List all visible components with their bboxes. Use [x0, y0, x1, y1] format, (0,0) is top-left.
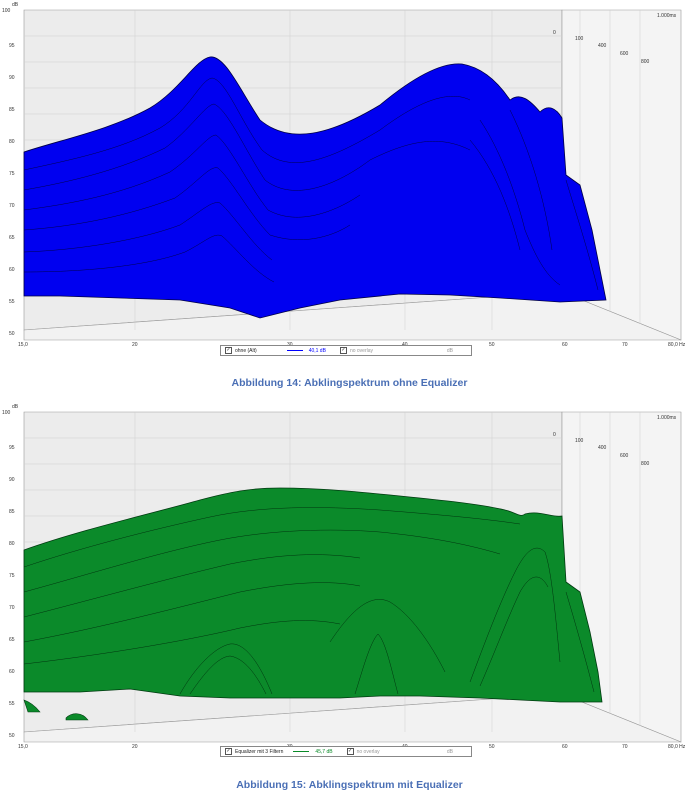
- y-tick: 75: [9, 573, 15, 579]
- decay-surface-14: [23, 56, 607, 319]
- waterfall-plot-15: 100 95 90 85 80 75 70 65 60 55 50 dB 15,…: [2, 404, 686, 750]
- y-tick: 50: [9, 733, 15, 739]
- trace-checkbox[interactable]: ✓: [225, 347, 232, 354]
- time-tick: 800: [641, 59, 650, 65]
- x-tick: 50: [489, 342, 495, 348]
- time-tick: 1.000ms: [657, 415, 677, 421]
- x-tick: 70: [622, 744, 628, 750]
- y-tick: 65: [9, 637, 15, 643]
- figure-caption-15: Abbildung 15: Abklingspektrum mit Equali…: [236, 779, 463, 791]
- trace-value: 45,7 dB: [315, 748, 333, 755]
- x-tick: 80,0 Hz: [668, 744, 686, 750]
- overlay-checkbox[interactable]: ✓: [339, 347, 347, 354]
- y-tick: 55: [9, 701, 15, 707]
- x-tick: 50: [489, 744, 495, 750]
- trace-label: ohne (Alt): [235, 347, 257, 354]
- y-tick: 100: [2, 410, 11, 416]
- x-tick: 70: [622, 342, 628, 348]
- y-tick: 95: [9, 43, 15, 49]
- trace-label: Equalizer mit 3 Filtern: [235, 748, 284, 755]
- y-tick: 85: [9, 107, 15, 113]
- y-tick: 85: [9, 509, 15, 515]
- y-tick: 90: [9, 477, 15, 483]
- decay-surface-15: [23, 487, 603, 703]
- trace-value: 40,1 dB: [308, 347, 326, 354]
- legend-unit: dB: [446, 748, 453, 755]
- y-tick: 60: [9, 267, 15, 273]
- time-tick: 400: [598, 43, 607, 49]
- x-tick: 80,0 Hz: [668, 342, 686, 348]
- time-tick: 1.000ms: [657, 13, 677, 19]
- y-tick: 75: [9, 171, 15, 177]
- figure-15: 100 95 90 85 80 75 70 65 60 55 50 dB 15,…: [0, 402, 699, 762]
- y-tick: 60: [9, 669, 15, 675]
- y-tick: 80: [9, 541, 15, 547]
- legend-unit: dB: [446, 347, 453, 354]
- y-tick: 70: [9, 203, 15, 209]
- x-tick: 15,0: [18, 342, 28, 348]
- y-tick: 100: [2, 8, 11, 14]
- y-tick: 70: [9, 605, 15, 611]
- time-tick: 600: [620, 453, 629, 459]
- x-tick: 15,0: [18, 744, 28, 750]
- time-tick: 600: [620, 51, 629, 57]
- y-tick: 95: [9, 445, 15, 451]
- time-tick: 800: [641, 461, 650, 467]
- time-tick: 0: [553, 30, 556, 36]
- y-tick: 90: [9, 75, 15, 81]
- x-tick: 20: [132, 342, 138, 348]
- y-unit: dB: [12, 404, 19, 410]
- trace-checkbox[interactable]: ✓: [225, 748, 232, 755]
- time-tick: 400: [598, 445, 607, 451]
- time-tick: 100: [575, 36, 584, 42]
- overlay-label: no overlay: [349, 347, 374, 354]
- x-tick: 60: [562, 342, 568, 348]
- overlay-label: no overlay: [356, 748, 380, 755]
- figure-caption-14: Abbildung 14: Abklingspektrum ohne Equal…: [231, 377, 468, 389]
- figure-14: 100 95 90 85 80 75 70 65 60 55 50 dB 15,…: [0, 0, 699, 360]
- overlay-checkbox[interactable]: ✓: [346, 748, 354, 755]
- trace-line-swatch: [293, 751, 310, 752]
- time-tick: 0: [553, 432, 556, 438]
- legend-box: ✓ Equalizer mit 3 Filtern 45,7 dB ✓ no o…: [220, 746, 472, 757]
- trace-line-swatch: [286, 350, 303, 351]
- y-tick: 50: [9, 331, 15, 337]
- x-tick: 20: [132, 744, 138, 750]
- y-tick: 55: [9, 299, 15, 305]
- x-tick: 60: [562, 744, 568, 750]
- y-tick: 80: [9, 139, 15, 145]
- legend-box: ✓ ohne (Alt) 40,1 dB ✓ no overlay dB: [220, 345, 472, 356]
- time-tick: 100: [575, 438, 584, 444]
- y-tick: 65: [9, 235, 15, 241]
- waterfall-plot-14: 100 95 90 85 80 75 70 65 60 55 50 dB 15,…: [2, 2, 686, 348]
- y-unit: dB: [12, 2, 19, 8]
